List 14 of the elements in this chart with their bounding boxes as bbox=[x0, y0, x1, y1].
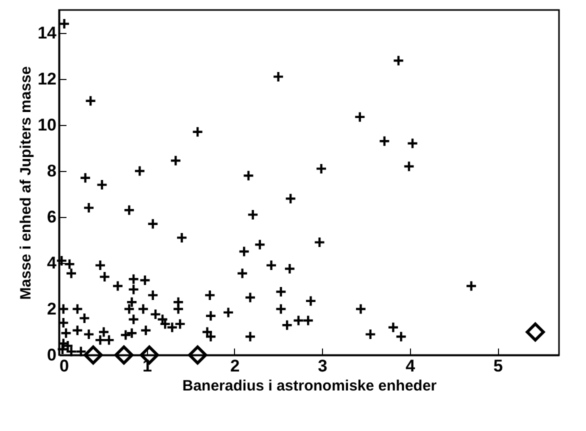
y-tick-label: 8 bbox=[47, 162, 56, 180]
x-tick-label: 5 bbox=[493, 356, 503, 376]
y-tick-label: 12 bbox=[38, 70, 56, 88]
x-tick-label: 2 bbox=[230, 356, 240, 376]
y-tick-label: 4 bbox=[47, 254, 58, 272]
x-tick-label: 0 bbox=[60, 356, 69, 376]
y-tick-label: 10 bbox=[38, 116, 56, 134]
x-tick-label: 3 bbox=[318, 356, 328, 376]
y-axis-title: Masse i enhed af Jupiters masse bbox=[18, 66, 35, 300]
y-tick-label: 14 bbox=[38, 24, 58, 42]
x-axis-title: Baneradius i astronomiske enheder bbox=[182, 378, 437, 394]
y-tick-label: 2 bbox=[47, 300, 56, 318]
y-tick-label: 6 bbox=[47, 208, 56, 226]
x-tick-label: 4 bbox=[406, 356, 416, 376]
